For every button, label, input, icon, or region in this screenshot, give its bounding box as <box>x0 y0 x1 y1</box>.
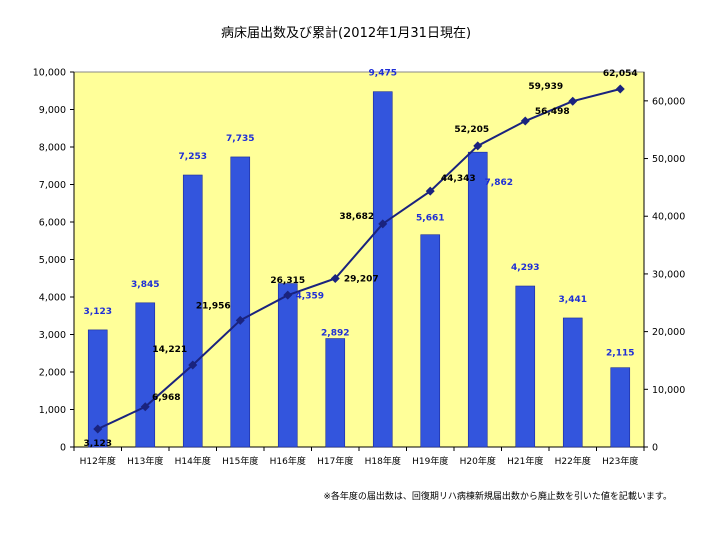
line-value-label: 62,054 <box>603 69 638 79</box>
x-tick-label: H23年度 <box>602 455 638 467</box>
cumulative-line <box>97 88 621 430</box>
left-tick-label: 1,000 <box>39 405 66 416</box>
line-value-label: 56,498 <box>535 107 570 117</box>
bar <box>135 302 156 448</box>
line-value-label: 14,221 <box>152 345 187 355</box>
line-value-label: 44,343 <box>441 174 476 184</box>
bar <box>182 174 203 448</box>
right-tick-label: 10,000 <box>652 385 685 396</box>
line-point <box>473 141 483 151</box>
bar-value-label: 7,735 <box>226 134 254 144</box>
bar <box>372 91 393 448</box>
x-tick-label: H13年度 <box>127 455 163 467</box>
bar-value-label: 3,123 <box>84 307 112 317</box>
left-tick-label: 9,000 <box>39 105 66 116</box>
bar <box>325 338 346 448</box>
right-tick-label: 20,000 <box>652 327 685 338</box>
line-point <box>330 273 340 283</box>
left-tick-label: 0 <box>60 443 66 454</box>
right-tick-label: 0 <box>652 443 658 454</box>
x-tick-label: H17年度 <box>317 455 353 467</box>
left-tick-label: 5,000 <box>39 255 66 266</box>
bar-value-label: 3,441 <box>559 295 587 305</box>
left-tick-label: 8,000 <box>39 143 66 154</box>
right-tick-label: 30,000 <box>652 269 685 280</box>
bar-value-label: 2,892 <box>321 329 349 339</box>
bar <box>562 317 583 448</box>
line-value-label: 29,207 <box>344 274 379 284</box>
line-point <box>615 84 625 94</box>
line-point <box>520 116 530 126</box>
x-tick-label: H14年度 <box>175 455 211 467</box>
bar <box>420 234 441 448</box>
line-value-label: 59,939 <box>528 82 563 92</box>
bar <box>230 156 251 448</box>
line-point <box>140 402 150 412</box>
bar-value-label: 7,862 <box>485 178 513 188</box>
right-tick-label: 50,000 <box>652 154 685 165</box>
line-value-label: 3,123 <box>84 439 112 449</box>
left-tick-label: 4,000 <box>39 293 66 304</box>
left-tick-label: 7,000 <box>39 180 66 191</box>
right-tick-label: 40,000 <box>652 212 685 223</box>
left-tick-label: 10,000 <box>33 68 66 79</box>
x-tick-label: H18年度 <box>365 455 401 467</box>
line-value-label: 26,315 <box>270 276 305 286</box>
bar-value-label: 4,293 <box>511 263 539 273</box>
line-value-label: 52,205 <box>454 125 489 135</box>
line-point <box>188 360 198 370</box>
footnote: ※各年度の届出数は、回復期リハ病棟新規届出数から廃止数を引いた値を記載います。 <box>323 490 672 502</box>
bar-value-label: 5,661 <box>416 214 444 224</box>
bar <box>277 283 298 448</box>
bar-value-label: 4,359 <box>296 292 324 302</box>
plot-area <box>73 71 645 448</box>
x-tick-label: H20年度 <box>460 455 496 467</box>
bar <box>515 285 536 448</box>
bar-value-label: 3,845 <box>131 280 159 290</box>
x-tick-label: H16年度 <box>270 455 306 467</box>
right-tick-label: 60,000 <box>652 96 685 107</box>
line-value-label: 6,968 <box>152 393 180 403</box>
bar-value-label: 7,253 <box>179 152 207 162</box>
line-value-label: 38,682 <box>339 212 374 222</box>
line-point <box>378 219 388 229</box>
line-point <box>93 424 103 434</box>
x-tick-label: H21年度 <box>507 455 543 467</box>
bar <box>610 367 631 448</box>
chart-title: 病床届出数及び累計(2012年1月31日現在) <box>221 25 471 41</box>
left-tick-label: 6,000 <box>39 218 66 229</box>
left-tick-label: 2,000 <box>39 368 66 379</box>
bar-value-label: 2,115 <box>606 349 634 359</box>
left-tick-label: 3,000 <box>39 330 66 341</box>
bar-value-label: 9,475 <box>369 69 397 79</box>
x-tick-label: H12年度 <box>80 455 116 467</box>
x-tick-label: H22年度 <box>555 455 591 467</box>
line-point <box>283 290 293 300</box>
bar <box>467 151 488 448</box>
bar <box>87 329 108 448</box>
x-tick-label: H15年度 <box>222 455 258 467</box>
line-point <box>425 186 435 196</box>
line-point <box>568 96 578 106</box>
line-value-label: 21,956 <box>196 301 231 311</box>
line-point <box>235 315 245 325</box>
x-tick-label: H19年度 <box>412 455 448 467</box>
